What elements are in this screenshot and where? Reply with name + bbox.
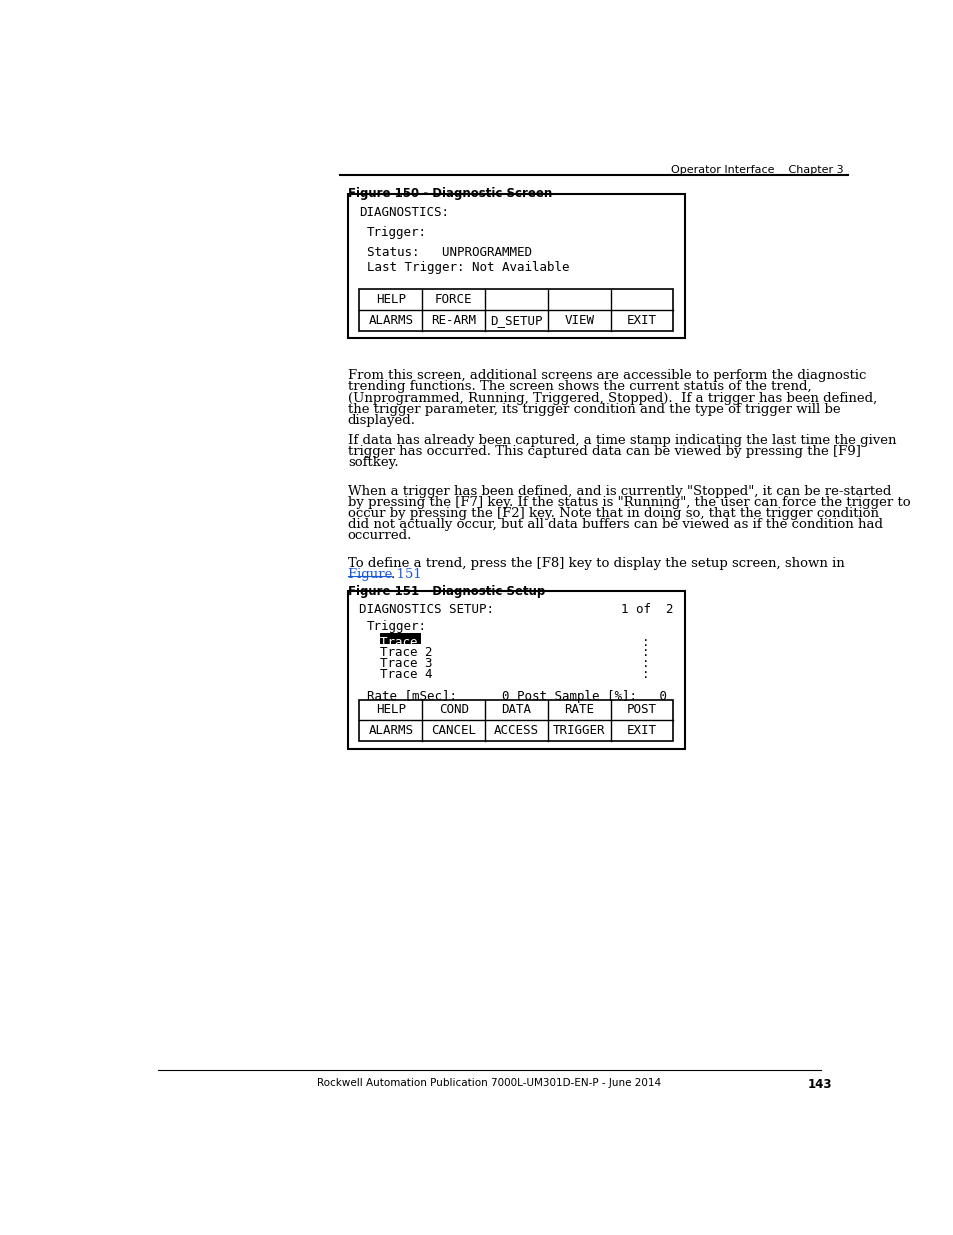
Text: If data has already been captured, a time stamp indicating the last time the giv: If data has already been captured, a tim… (348, 433, 896, 447)
Text: HELP: HELP (375, 704, 405, 716)
FancyBboxPatch shape (348, 592, 684, 748)
Text: RATE: RATE (563, 704, 594, 716)
FancyBboxPatch shape (379, 634, 420, 645)
Text: the trigger parameter, its trigger condition and the type of trigger will be: the trigger parameter, its trigger condi… (348, 403, 840, 416)
Text: EXIT: EXIT (626, 724, 657, 737)
FancyBboxPatch shape (348, 194, 684, 338)
Text: Operator Interface    Chapter 3: Operator Interface Chapter 3 (671, 165, 843, 175)
Text: POST: POST (626, 704, 657, 716)
Text: HELP: HELP (375, 293, 405, 306)
Text: DIAGNOSTICS:: DIAGNOSTICS: (359, 206, 449, 219)
Text: occurred.: occurred. (348, 530, 412, 542)
Text: COND: COND (438, 704, 468, 716)
Text: Trace 3: Trace 3 (380, 657, 433, 671)
Text: did not actually occur, but all data buffers can be viewed as if the condition h: did not actually occur, but all data buf… (348, 519, 882, 531)
Text: Last Trigger: Not Available: Last Trigger: Not Available (367, 261, 569, 274)
FancyBboxPatch shape (359, 289, 673, 331)
Text: EXIT: EXIT (626, 314, 657, 327)
Text: :: : (641, 657, 649, 671)
Text: ALARMS: ALARMS (368, 724, 413, 737)
Text: Figure 151: Figure 151 (348, 568, 421, 582)
Text: (Unprogrammed, Running, Triggered, Stopped).  If a trigger has been defined,: (Unprogrammed, Running, Triggered, Stopp… (348, 391, 876, 405)
Text: Trigger:: Trigger: (367, 620, 427, 634)
Text: Trace 4: Trace 4 (380, 668, 433, 680)
Text: FORCE: FORCE (435, 293, 472, 306)
Text: trending functions. The screen shows the current status of the trend,: trending functions. The screen shows the… (348, 380, 811, 394)
Text: TRIGGER: TRIGGER (553, 724, 605, 737)
Text: Trace 1: Trace 1 (380, 636, 433, 648)
FancyBboxPatch shape (359, 699, 673, 741)
Text: trigger has occurred. This captured data can be viewed by pressing the [F9]: trigger has occurred. This captured data… (348, 445, 860, 458)
Text: occur by pressing the [F2] key. Note that in doing so, that the trigger conditio: occur by pressing the [F2] key. Note tha… (348, 508, 878, 520)
Text: Rockwell Automation Publication 7000L-UM301D-EN-P - June 2014: Rockwell Automation Publication 7000L-UM… (316, 1078, 660, 1088)
Text: Trigger:: Trigger: (367, 226, 427, 238)
Text: DATA: DATA (501, 704, 531, 716)
Text: Status:   UNPROGRAMMED: Status: UNPROGRAMMED (367, 246, 532, 259)
Text: To define a trend, press the [F8] key to display the setup screen, shown in: To define a trend, press the [F8] key to… (348, 557, 843, 571)
Text: VIEW: VIEW (563, 314, 594, 327)
Text: :: : (641, 636, 649, 648)
Text: Figure 151 - Diagnostic Setup: Figure 151 - Diagnostic Setup (348, 585, 544, 598)
Text: From this screen, additional screens are accessible to perform the diagnostic: From this screen, additional screens are… (348, 369, 865, 382)
Text: DIAGNOSTICS SETUP:: DIAGNOSTICS SETUP: (359, 603, 494, 616)
Text: displayed.: displayed. (348, 414, 416, 427)
Text: Trace 2: Trace 2 (380, 646, 433, 659)
Text: D_SETUP: D_SETUP (490, 314, 542, 327)
Text: .: . (391, 568, 395, 582)
Text: softkey.: softkey. (348, 456, 398, 469)
Text: RE-ARM: RE-ARM (431, 314, 476, 327)
Text: Rate [mSec]:      0 Post Sample [%]:   0: Rate [mSec]: 0 Post Sample [%]: 0 (367, 689, 666, 703)
Text: Figure 150 - Diagnostic Screen: Figure 150 - Diagnostic Screen (348, 186, 552, 200)
Text: 1 of  2: 1 of 2 (620, 603, 673, 616)
Text: CANCEL: CANCEL (431, 724, 476, 737)
Text: ACCESS: ACCESS (494, 724, 538, 737)
Text: :: : (641, 668, 649, 680)
Text: When a trigger has been defined, and is currently "Stopped", it can be re-starte: When a trigger has been defined, and is … (348, 484, 890, 498)
Text: ALARMS: ALARMS (368, 314, 413, 327)
Text: by pressing the [F7] key. If the status is "Running", the user can force the tri: by pressing the [F7] key. If the status … (348, 496, 909, 509)
Text: 143: 143 (807, 1078, 831, 1091)
Text: :: : (641, 646, 649, 659)
